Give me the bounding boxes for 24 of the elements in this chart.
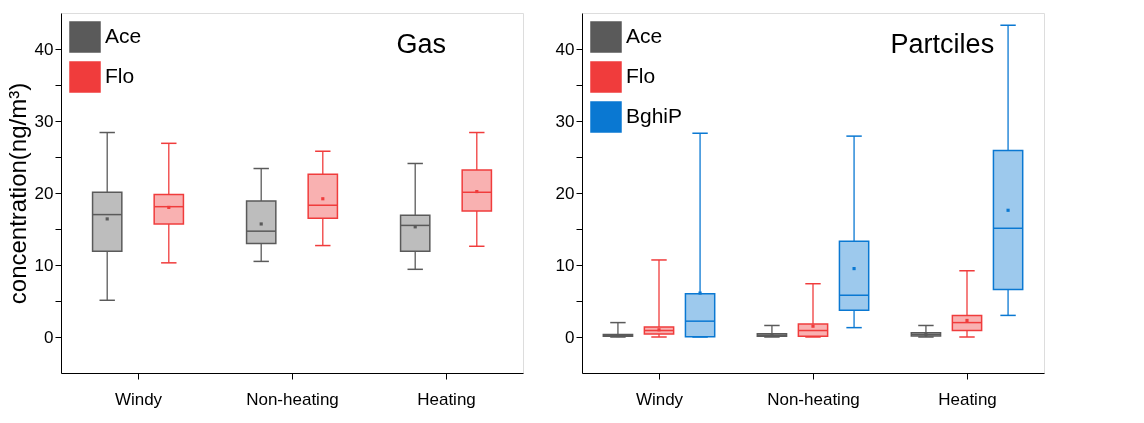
y-tick-label: 30 [34, 111, 54, 131]
y-tick-label: 40 [555, 39, 575, 59]
legend-label: Ace [105, 24, 142, 47]
y-axis-title: concentration(ng/m³) [3, 82, 31, 305]
x-tick-label: Windy [114, 389, 163, 409]
x-tick-label: Non-heating [767, 389, 860, 409]
legend-label: BghiP [626, 104, 683, 127]
y-tick-label: 10 [34, 255, 54, 275]
y-tick-label: 0 [565, 327, 575, 347]
y-tick-label: 20 [555, 183, 575, 203]
y-tick-label: 30 [555, 111, 575, 131]
x-tick-label: Windy [635, 389, 684, 409]
x-tick-label: Heating [938, 389, 997, 409]
y-tick-label: 20 [34, 183, 54, 203]
text: Gas [396, 29, 447, 60]
x-tick-label: Non-heating [246, 389, 339, 409]
y-tick-label: 40 [34, 39, 54, 59]
legend-label: Flo [105, 64, 135, 87]
text: Partciles [890, 29, 995, 60]
legend-label: Flo [626, 64, 656, 87]
y-tick-label: 0 [44, 327, 54, 347]
x-tick-label: Heating [417, 389, 476, 409]
legend-label: Ace [626, 24, 663, 47]
y-tick-label: 10 [555, 255, 575, 275]
